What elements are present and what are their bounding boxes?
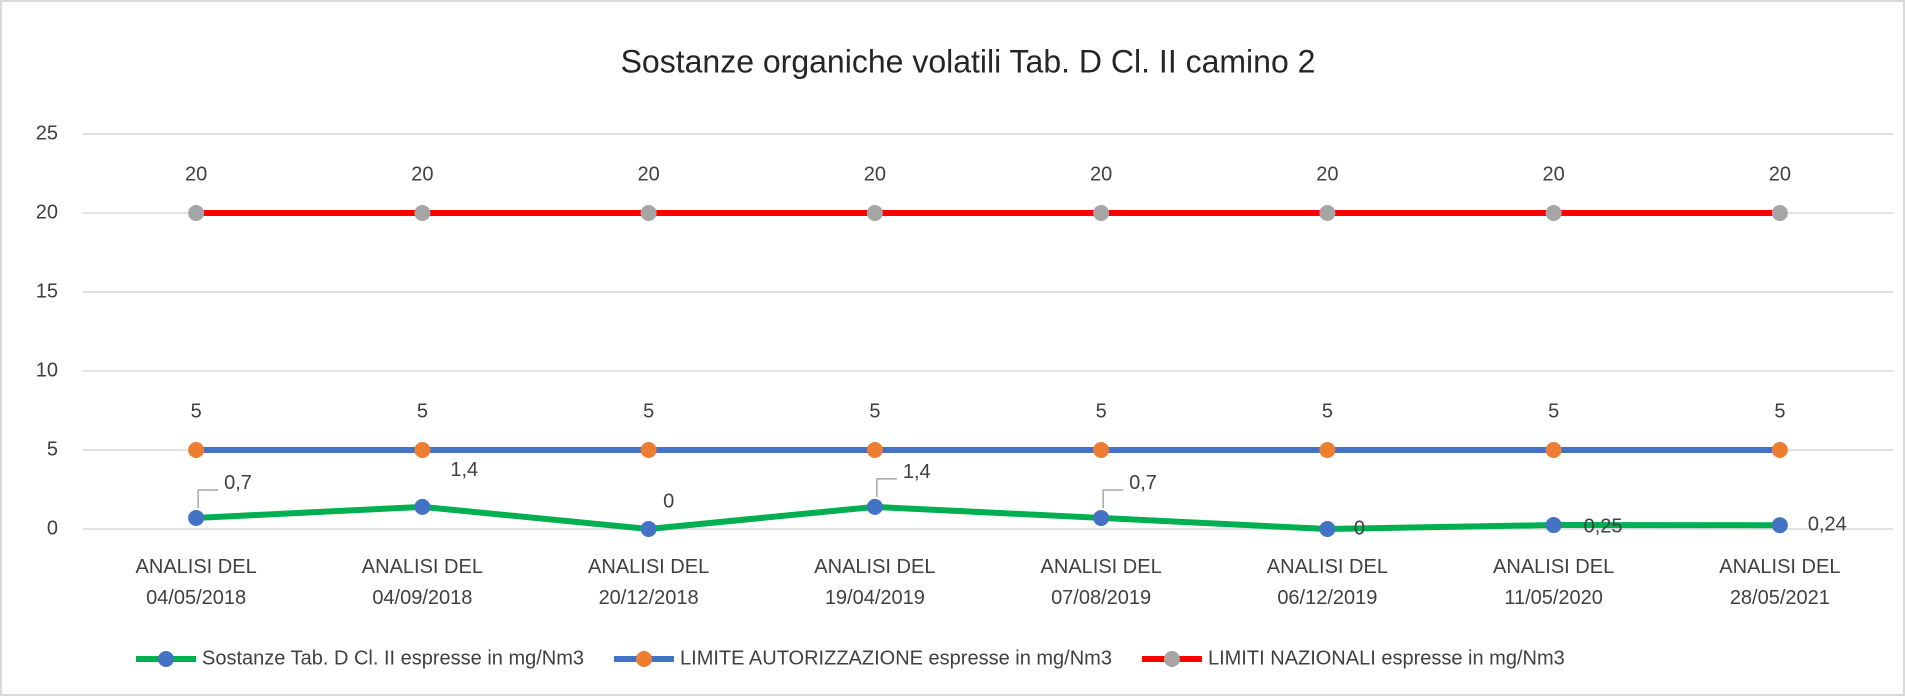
marker — [640, 521, 657, 537]
data-label: 20 — [1316, 163, 1338, 185]
marker — [866, 442, 883, 458]
data-label: 5 — [869, 400, 880, 422]
data-label: 20 — [638, 163, 660, 185]
data-label: 0,7 — [1129, 472, 1157, 494]
data-label: 20 — [1769, 163, 1791, 185]
marker — [1319, 442, 1336, 458]
x-tick-label: ANALISI DEL 20/12/2018 — [588, 556, 709, 609]
data-label: 5 — [643, 400, 654, 422]
y-tick-label: 5 — [47, 438, 58, 460]
legend-item: Sostanze Tab. D Cl. II espresse in mg/Nm… — [136, 647, 584, 669]
data-label: 5 — [1322, 400, 1333, 422]
x-tick-label: ANALISI DEL 28/05/2021 — [1719, 556, 1840, 609]
series-line — [195, 503, 1780, 532]
legend-item: LIMITE AUTORIZZAZIONE espresse in mg/Nm3 — [614, 647, 1112, 669]
marker — [414, 498, 431, 515]
y-tick-label: 15 — [36, 280, 58, 302]
x-tick-label: ANALISI DEL 06/12/2019 — [1267, 556, 1388, 609]
legend-label: LIMITI NAZIONALI espresse in mg/Nm3 — [1208, 647, 1565, 669]
data-label: 0 — [1354, 517, 1365, 539]
data-label: 0,7 — [224, 472, 252, 494]
y-tick-label: 25 — [36, 122, 58, 144]
marker — [1093, 509, 1110, 526]
marker — [1319, 521, 1336, 537]
data-label: 1,4 — [903, 461, 931, 483]
leader-line — [876, 478, 897, 497]
y-tick-label: 20 — [36, 201, 58, 223]
legend-marker — [158, 651, 174, 667]
marker — [1319, 205, 1336, 221]
y-tick-label: 0 — [47, 517, 58, 539]
data-label: 20 — [1543, 163, 1565, 185]
marker — [1545, 442, 1562, 458]
legend-marker — [636, 651, 653, 667]
marker — [1771, 442, 1788, 458]
marker — [414, 205, 431, 221]
data-label: 0,25 — [1584, 515, 1623, 537]
leader-line — [1102, 489, 1124, 508]
marker — [188, 509, 205, 526]
marker — [1093, 442, 1110, 458]
data-label: 20 — [411, 163, 433, 185]
x-tick-label: ANALISI DEL 04/09/2018 — [362, 556, 483, 609]
data-label: 1,4 — [450, 459, 478, 481]
data-label: 0 — [663, 490, 674, 512]
legend-item: LIMITI NAZIONALI espresse in mg/Nm3 — [1141, 647, 1565, 669]
x-tick-label: ANALISI DEL 11/05/2020 — [1493, 556, 1614, 609]
legend-marker — [1163, 651, 1180, 667]
legend-label: LIMITE AUTORIZZAZIONE espresse in mg/Nm3 — [680, 647, 1112, 669]
marker — [188, 205, 205, 221]
data-label: 5 — [191, 400, 202, 422]
legend-label: Sostanze Tab. D Cl. II espresse in mg/Nm… — [202, 647, 584, 669]
data-label: 5 — [1096, 400, 1107, 422]
marker — [640, 442, 657, 458]
x-tick-label: ANALISI DEL 07/08/2019 — [1041, 556, 1162, 609]
marker — [188, 442, 205, 458]
marker — [414, 442, 431, 458]
marker — [1093, 205, 1110, 221]
x-tick-label: ANALISI DEL 19/04/2019 — [814, 556, 935, 609]
leader-line — [197, 489, 219, 508]
chart-title: Sostanze organiche volatili Tab. D Cl. I… — [621, 43, 1316, 79]
data-label: 5 — [1548, 400, 1559, 422]
marker — [1771, 205, 1788, 221]
data-label: 5 — [1774, 400, 1785, 422]
marker — [640, 205, 657, 221]
data-label: 0,24 — [1808, 513, 1847, 535]
x-tick-label: ANALISI DEL 04/05/2018 — [136, 556, 257, 609]
y-tick-label: 10 — [36, 359, 58, 381]
data-label: 20 — [864, 163, 886, 185]
marker — [866, 205, 883, 221]
marker — [1771, 517, 1788, 534]
marker — [866, 498, 883, 515]
data-label: 20 — [1090, 163, 1112, 185]
data-label: 20 — [185, 163, 207, 185]
marker — [1545, 517, 1562, 534]
data-label: 5 — [417, 400, 428, 422]
marker — [1545, 205, 1562, 221]
